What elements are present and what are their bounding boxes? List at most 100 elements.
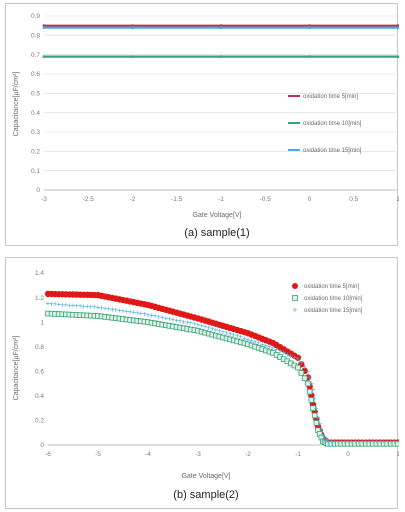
data-point: +	[164, 314, 169, 323]
x-tick-label: -4	[145, 451, 151, 458]
y-tick-label: 0.2	[31, 149, 40, 156]
data-point: +	[74, 301, 79, 310]
data-point	[308, 55, 311, 58]
y-tick-label: 0	[40, 442, 44, 449]
y-tick-label: 0.4	[35, 393, 44, 400]
series-2	[42, 55, 399, 58]
data-point: +	[192, 319, 197, 328]
legend-entry: oxidation time 5[min]	[292, 283, 359, 290]
data-point: +	[285, 350, 290, 359]
y-tick-label: 0.6	[31, 71, 40, 78]
y-tick-label: 1	[40, 319, 44, 326]
data-point: +	[281, 348, 286, 357]
x-tick-label: 0	[346, 451, 350, 458]
data-point: +	[356, 437, 361, 446]
data-point: +	[278, 347, 283, 356]
y-tick-label: 0	[36, 187, 40, 194]
data-point	[306, 388, 313, 395]
data-point: +	[92, 303, 97, 312]
data-point: +	[135, 309, 140, 318]
chart-b-svg: 00.20.40.60.811.21.4-6 -5 -4 -3 -2 -1 0 1 +++++…	[13, 270, 399, 501]
data-point: +	[316, 413, 321, 422]
data-point: +	[274, 345, 279, 354]
legend-entry: oxidation time 10[min]	[288, 121, 362, 127]
data-point	[131, 24, 134, 28]
data-point: +	[171, 315, 176, 324]
data-point: +	[131, 308, 136, 317]
data-point: +	[199, 321, 204, 330]
data-point: +	[189, 319, 194, 328]
chart-a-caption: (a) sample(1)	[184, 227, 249, 239]
legend-entry: oxidation time 5[min]	[288, 94, 358, 100]
data-point: +	[246, 335, 251, 344]
x-tick-label: -1	[218, 196, 224, 203]
data-point	[131, 55, 134, 58]
data-point: +	[311, 385, 316, 394]
data-point: +	[256, 339, 261, 348]
chart-panel-a: 0 0.1 0.2 0.3 0.4 0.5 0.6 0.7 0.8 0.9 -3 -2.5 -2 -1.5…	[5, 3, 399, 246]
data-point	[395, 440, 399, 447]
data-point	[308, 397, 315, 403]
data-point: +	[217, 326, 222, 335]
x-tick-label: -2	[130, 196, 136, 203]
data-point: +	[139, 309, 144, 318]
data-point: +	[319, 425, 324, 434]
data-point	[396, 26, 399, 29]
x-tick-label: -3	[195, 451, 201, 458]
data-point	[311, 412, 318, 419]
data-point: +	[156, 312, 161, 321]
chart-b-ylabel: Capacitance[μF/cm²]	[13, 336, 20, 401]
x-tick-label: -5	[95, 451, 101, 458]
x-tick-label: 0.5	[349, 196, 358, 203]
data-point	[131, 26, 134, 29]
data-point: +	[342, 437, 347, 446]
x-tick-label: -2.5	[83, 196, 95, 203]
data-point: +	[364, 437, 369, 446]
y-tick-label: 0.6	[35, 368, 44, 375]
data-point: +	[260, 340, 265, 349]
data-point: +	[253, 337, 258, 346]
y-tick-label: 1.4	[35, 270, 44, 277]
data-point: +	[235, 332, 240, 341]
chart-b-series: ++++++++++++++++++++++++++++++++++++++++…	[44, 290, 399, 447]
x-tick-label: 0	[308, 196, 312, 203]
data-point: +	[292, 353, 297, 362]
data-point	[294, 354, 302, 361]
data-point: +	[49, 299, 54, 308]
data-point: +	[99, 303, 104, 312]
data-point	[219, 55, 223, 58]
data-point: +	[309, 379, 314, 388]
data-point: +	[203, 322, 208, 331]
y-tick-label: 0.8	[35, 344, 44, 351]
data-point	[295, 364, 301, 371]
chart-b-xlabel: Gate Voltage[V]	[181, 473, 230, 480]
data-point: +	[142, 310, 147, 319]
data-point: +	[381, 437, 386, 446]
data-point	[308, 26, 311, 29]
series-2	[45, 310, 399, 447]
data-point: +	[360, 437, 365, 446]
data-point: +	[306, 367, 311, 376]
data-point: +	[326, 437, 331, 446]
data-point: +	[339, 437, 344, 446]
data-point	[305, 380, 311, 387]
data-point: +	[89, 302, 94, 311]
legend-swatch	[292, 295, 298, 301]
data-point: +	[302, 363, 307, 372]
data-point	[298, 370, 305, 376]
x-tick-label: -1.5	[171, 196, 183, 203]
series-1	[42, 24, 399, 28]
data-point: +	[324, 435, 329, 444]
data-point: +	[56, 300, 61, 309]
y-tick-label: 0.2	[35, 418, 44, 425]
data-point: +	[231, 331, 236, 340]
data-point: +	[242, 334, 247, 343]
y-tick-label: 0.1	[31, 168, 40, 175]
data-point	[42, 24, 46, 28]
y-tick-label: 0.4	[31, 110, 40, 117]
data-point: +	[78, 302, 83, 311]
data-point: +	[314, 404, 319, 413]
data-point: +	[392, 437, 397, 446]
legend-swatch	[292, 283, 298, 289]
data-point	[308, 24, 311, 28]
